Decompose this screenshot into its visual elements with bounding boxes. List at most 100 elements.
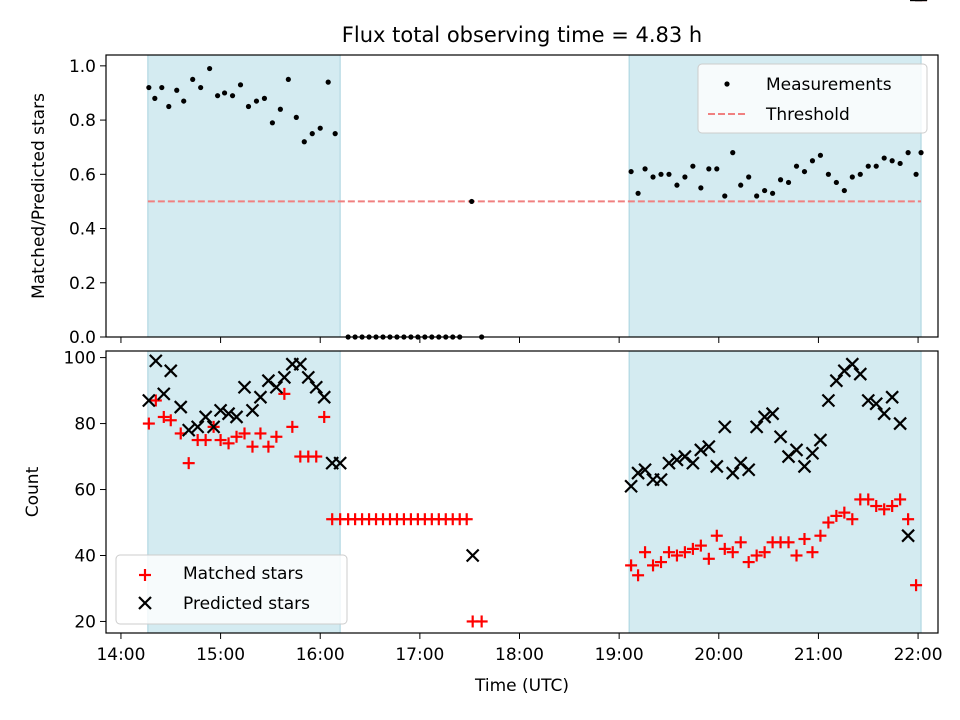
top-panel-legend: Measurements Threshold	[697, 63, 928, 134]
measurement-point	[277, 106, 283, 112]
measurement-point	[777, 177, 784, 183]
predicted-star-point	[229, 410, 244, 424]
top-panel-x-ticks	[120, 337, 919, 343]
predicted-star-point	[293, 357, 308, 371]
top-panel-ylabel: Matched/Predicted stars	[29, 93, 49, 299]
matched-star-point	[270, 430, 283, 443]
matched-star-point	[254, 427, 267, 440]
y-tick-label: 60	[74, 481, 96, 501]
matched-star-point	[278, 387, 291, 400]
matched-star-point	[710, 529, 723, 542]
predicted-star-point	[317, 390, 331, 404]
predicted-star-point	[638, 462, 652, 477]
measurement-point	[269, 120, 275, 126]
matched-star-point	[870, 500, 883, 513]
matched-star-point	[878, 503, 891, 516]
predicted-star-point	[245, 403, 260, 418]
matched-star-point	[647, 559, 660, 572]
measurement-point	[754, 193, 760, 199]
legend-predicted-marker	[138, 596, 152, 610]
measurement-point	[469, 198, 475, 205]
matched-star-point	[742, 556, 755, 569]
predicted-star-point	[869, 396, 884, 411]
matched-star-point	[886, 500, 899, 513]
predicted-star-point	[686, 456, 700, 470]
chart-title: Flux total observing time = 4.83 h	[342, 23, 702, 47]
predicted-star-point	[149, 354, 163, 368]
predicted-star-point	[631, 466, 645, 480]
matched-star-point	[182, 457, 195, 470]
matched-star-point	[164, 414, 177, 427]
measurement-point	[762, 187, 768, 194]
measurement-point	[682, 174, 688, 180]
measurement-point	[658, 171, 664, 177]
predicted-star-point	[710, 459, 724, 474]
matched-star-point	[750, 549, 763, 562]
measurement-point	[698, 185, 704, 191]
matched-star-point	[806, 546, 819, 559]
measurement-point	[261, 95, 268, 101]
predicted-star-point	[885, 390, 899, 404]
measurement-point	[913, 171, 919, 177]
predicted-star-point	[702, 439, 716, 454]
measurement-point	[690, 163, 696, 169]
predicted-star-point	[845, 357, 860, 371]
predicted-star-point	[861, 393, 876, 408]
bottom-panel: 20 40 60 80 100 14:00 15:00 16:00 17:00 18:00 19:…	[23, 0, 943, 696]
measurement-point	[905, 150, 911, 156]
measurement-point	[181, 98, 187, 104]
predicted-star-point	[221, 406, 236, 421]
matched-star-point	[694, 539, 707, 552]
bottom-panel-y-ticks: 20 40 60 80 100	[64, 349, 106, 632]
matched-star-point	[654, 556, 667, 569]
bottom-panel-ylabel: Count	[23, 466, 43, 517]
legend-predicted-label: Predicted stars	[183, 594, 310, 614]
top-panel-y-ticks: 0.0 0.2 0.4 0.6 0.8 1.0	[69, 57, 106, 348]
matched-star-point	[782, 536, 795, 549]
predicted-star-point	[829, 373, 844, 388]
predicted-star-point	[465, 548, 480, 563]
matched-star-point	[702, 552, 715, 565]
predicted-star-point	[163, 364, 178, 378]
matched-star-point	[142, 417, 155, 430]
measurement-point	[801, 168, 808, 175]
measurement-point	[332, 131, 338, 137]
x-tick-label: 20:00	[694, 645, 743, 665]
matched-star-point	[262, 440, 275, 453]
y-tick-label: 0.2	[69, 274, 96, 294]
measurement-point	[865, 163, 871, 169]
predicted-star-point	[190, 420, 205, 434]
measurement-point	[309, 131, 315, 137]
y-tick-label: 0.8	[69, 111, 96, 131]
measurement-point	[785, 179, 792, 186]
matched-star-point	[662, 546, 675, 559]
predicted-star-point	[717, 420, 732, 434]
legend-threshold-label: Threshold	[765, 105, 850, 125]
measurement-point	[207, 65, 213, 72]
bottom-panel-frame	[105, 350, 939, 634]
matched-star-point	[199, 434, 212, 447]
matched-star-point	[830, 509, 843, 522]
predicted-star-point	[805, 446, 820, 461]
measurement-point	[198, 84, 204, 91]
predicted-star-point	[901, 528, 915, 543]
x-tick-label: 22:00	[894, 645, 943, 665]
predicted-star-point	[333, 456, 347, 470]
predicted-star-point	[157, 387, 171, 401]
bottom-legend-box	[115, 554, 348, 625]
measurement-point	[229, 93, 236, 99]
y-tick-label: 0.6	[69, 165, 96, 185]
x-tick-label: 16:00	[296, 645, 345, 665]
y-tick-label: 0.4	[69, 220, 96, 240]
shaded-interval-1	[629, 351, 922, 633]
measurement-point	[809, 158, 816, 164]
measurement-point	[285, 76, 291, 83]
matched-star-point	[157, 410, 170, 423]
predicted-star-point	[757, 410, 772, 424]
matched-star-point	[822, 516, 835, 529]
predicted-star-point	[253, 390, 268, 404]
measurement-point	[237, 82, 244, 88]
x-axis-label: Time (UTC)	[474, 676, 569, 696]
measurement-point	[730, 150, 736, 156]
